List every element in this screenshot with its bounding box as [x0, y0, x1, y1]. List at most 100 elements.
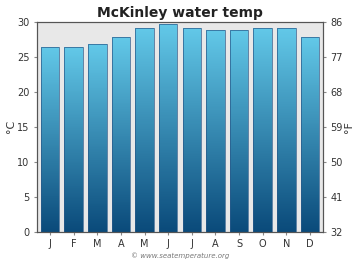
Bar — [64, 106, 83, 107]
Bar — [253, 217, 272, 218]
Bar — [230, 56, 248, 57]
Bar — [112, 145, 130, 146]
Bar — [253, 204, 272, 205]
Bar — [253, 218, 272, 219]
Bar — [206, 210, 225, 211]
Bar — [253, 152, 272, 153]
Bar — [88, 142, 107, 143]
Bar — [206, 183, 225, 184]
Bar — [230, 164, 248, 165]
Bar — [230, 178, 248, 179]
Bar — [183, 28, 201, 29]
Bar — [159, 92, 177, 93]
Bar — [277, 59, 296, 60]
Bar — [41, 66, 59, 67]
Bar — [88, 157, 107, 158]
Bar — [135, 176, 154, 177]
Bar — [183, 212, 201, 213]
Bar — [206, 107, 225, 108]
Bar — [277, 112, 296, 113]
Bar — [230, 198, 248, 199]
Bar — [253, 216, 272, 217]
Bar — [230, 155, 248, 156]
Bar — [159, 145, 177, 146]
Bar — [301, 109, 319, 110]
Bar — [277, 93, 296, 94]
Bar — [112, 127, 130, 128]
Bar — [88, 191, 107, 192]
Bar — [183, 185, 201, 186]
Bar — [41, 123, 59, 124]
Bar — [112, 66, 130, 67]
Bar — [277, 37, 296, 38]
Bar — [88, 68, 107, 69]
Bar — [64, 114, 83, 115]
Bar — [277, 28, 296, 29]
Bar — [112, 131, 130, 132]
Bar — [206, 148, 225, 149]
Bar — [206, 225, 225, 226]
Bar — [135, 191, 154, 192]
Bar — [253, 206, 272, 207]
Bar — [41, 108, 59, 109]
Bar — [88, 195, 107, 196]
Bar — [88, 193, 107, 194]
Bar — [277, 89, 296, 90]
Bar — [88, 207, 107, 208]
Bar — [88, 147, 107, 148]
Bar — [183, 135, 201, 136]
Bar — [230, 95, 248, 96]
Bar — [230, 199, 248, 200]
Bar — [88, 71, 107, 72]
Bar — [64, 184, 83, 185]
Bar — [230, 40, 248, 41]
Bar — [112, 140, 130, 141]
Bar — [301, 124, 319, 125]
Bar — [253, 144, 272, 145]
Bar — [183, 231, 201, 232]
Bar — [41, 188, 59, 189]
Bar — [159, 165, 177, 166]
Bar — [277, 184, 296, 185]
Bar — [159, 176, 177, 177]
Bar — [253, 159, 272, 160]
Bar — [301, 100, 319, 101]
Bar — [64, 48, 83, 49]
Bar — [135, 29, 154, 30]
Bar — [183, 73, 201, 74]
Bar — [206, 37, 225, 38]
Bar — [277, 197, 296, 198]
Bar — [301, 88, 319, 89]
Bar — [183, 201, 201, 202]
Bar — [64, 220, 83, 222]
Bar — [277, 106, 296, 107]
Bar — [112, 209, 130, 210]
Bar — [135, 78, 154, 79]
Bar — [159, 71, 177, 72]
Bar — [88, 137, 107, 138]
Bar — [301, 128, 319, 129]
Bar — [206, 39, 225, 40]
Bar — [64, 144, 83, 145]
Bar — [253, 133, 272, 134]
Bar — [277, 187, 296, 188]
Bar — [183, 165, 201, 166]
Bar — [64, 82, 83, 83]
Bar — [253, 75, 272, 76]
Bar — [301, 112, 319, 113]
Bar — [230, 101, 248, 102]
Bar — [159, 153, 177, 154]
Bar — [183, 174, 201, 176]
Bar — [183, 153, 201, 154]
Bar — [41, 209, 59, 210]
Bar — [64, 49, 83, 50]
Bar — [88, 102, 107, 103]
Bar — [41, 140, 59, 141]
Bar — [41, 47, 59, 232]
Bar — [301, 214, 319, 215]
Bar — [135, 196, 154, 197]
Bar — [88, 123, 107, 124]
Bar — [301, 219, 319, 220]
Bar — [64, 231, 83, 232]
Bar — [301, 171, 319, 172]
